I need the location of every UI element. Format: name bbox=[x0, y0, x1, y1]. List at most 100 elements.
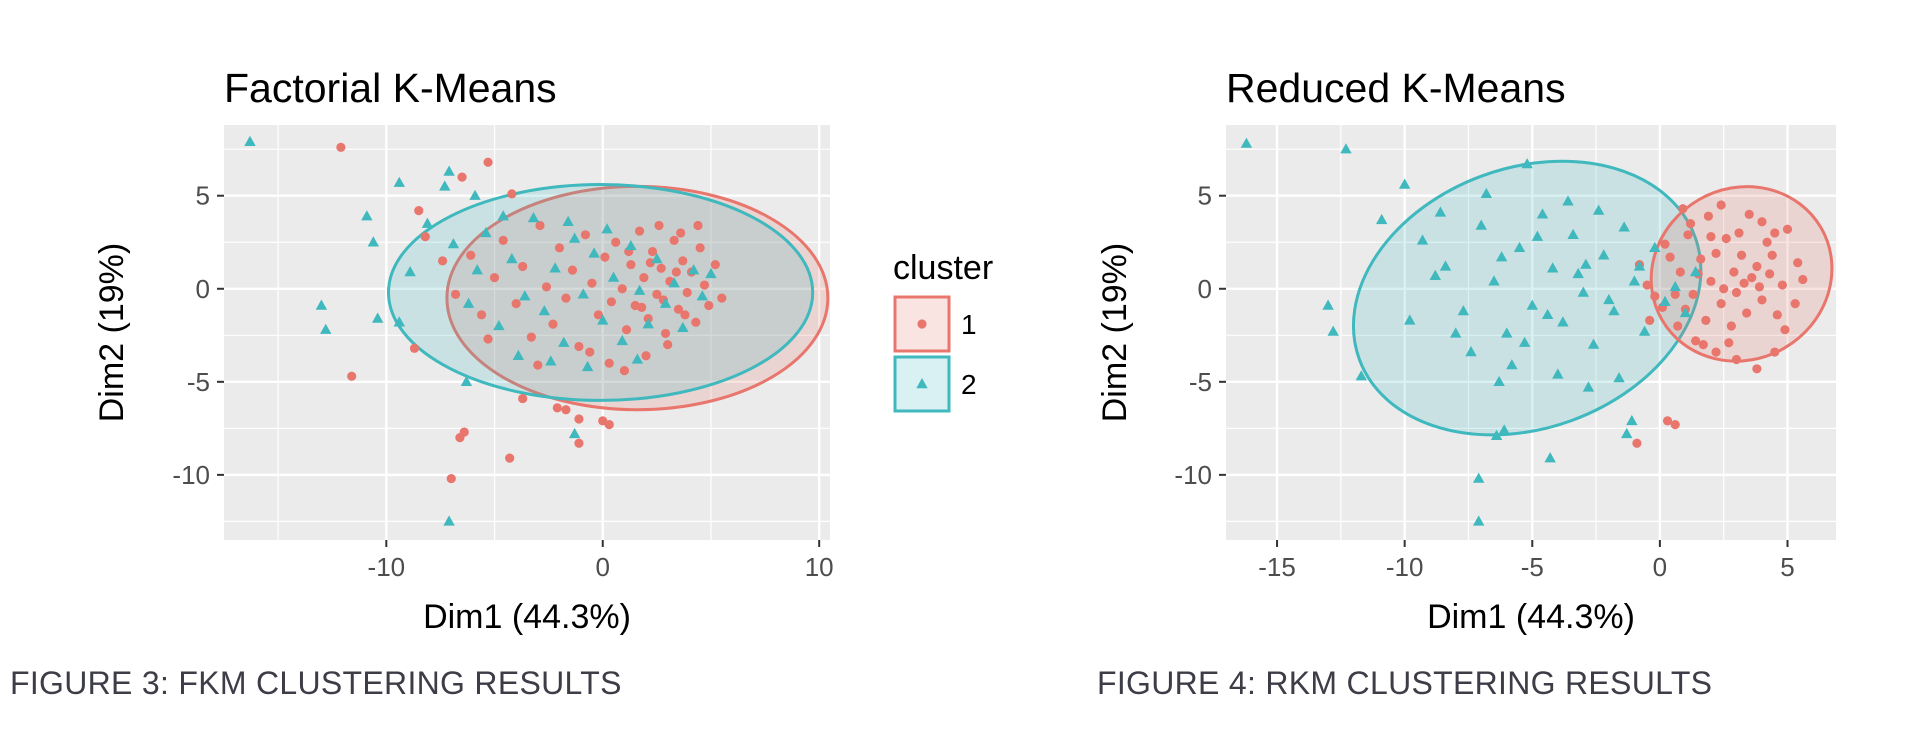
x-tick-label: -10 bbox=[1386, 552, 1424, 582]
cluster-1-point bbox=[617, 284, 627, 294]
cluster-2-point bbox=[642, 318, 654, 329]
cluster-1-point bbox=[1678, 204, 1688, 214]
cluster-2-ellipse bbox=[386, 183, 815, 402]
cluster-2-ellipse bbox=[1351, 159, 1703, 437]
cluster-1-point bbox=[695, 243, 705, 253]
cluster-2-point bbox=[493, 319, 505, 331]
cluster-2-point bbox=[1404, 314, 1416, 325]
cluster-2-point bbox=[361, 210, 373, 221]
x-axis-label: Dim1 (44.3%) bbox=[1427, 598, 1635, 636]
cluster-2-point bbox=[393, 316, 406, 327]
cluster-1-point bbox=[561, 405, 571, 415]
y-tick-label: 5 bbox=[196, 181, 210, 211]
cluster-2-point bbox=[519, 290, 531, 301]
cluster-1-point bbox=[1757, 217, 1767, 227]
cluster-1-point bbox=[437, 256, 448, 266]
cluster-2-point bbox=[1521, 158, 1533, 169]
cluster-1-point bbox=[574, 438, 584, 448]
cluster-1-point bbox=[1744, 209, 1754, 219]
cluster-2-point bbox=[1429, 269, 1441, 280]
cluster-1-point bbox=[518, 261, 528, 272]
cluster-2-point bbox=[1567, 228, 1579, 239]
legend-label-2: 2 bbox=[961, 369, 977, 400]
cluster-2-point bbox=[1506, 359, 1518, 370]
cluster-2-point bbox=[568, 427, 581, 439]
cluster-1-point bbox=[1752, 364, 1762, 374]
cluster-2-point bbox=[1621, 427, 1633, 439]
cluster-2-point bbox=[1416, 234, 1429, 245]
cluster-1-point bbox=[1650, 291, 1660, 301]
cluster-1-point bbox=[1777, 280, 1788, 290]
cluster-2-point bbox=[439, 180, 451, 191]
cluster-1-point bbox=[1706, 276, 1716, 286]
cluster-1-point bbox=[1726, 321, 1736, 331]
cluster-2-point bbox=[244, 135, 256, 146]
cluster-1-point bbox=[1770, 347, 1780, 357]
cluster-1-point bbox=[409, 343, 420, 353]
cluster-2-point bbox=[1669, 280, 1681, 292]
cluster-2-point bbox=[421, 217, 434, 228]
cluster-2-point bbox=[1526, 299, 1538, 310]
cluster-2-point bbox=[447, 238, 460, 249]
cluster-2-point bbox=[1518, 336, 1531, 347]
cluster-2-point bbox=[471, 264, 483, 275]
cluster-1-point bbox=[1716, 299, 1726, 309]
x-tick-label: 5 bbox=[1780, 552, 1794, 582]
cluster-2-point bbox=[1659, 295, 1671, 306]
cluster-2-point bbox=[1598, 249, 1610, 260]
cluster-2-point bbox=[371, 312, 384, 323]
cluster-1-point bbox=[1701, 315, 1711, 326]
cluster-1-point bbox=[1660, 239, 1670, 249]
cluster-2-point bbox=[1613, 372, 1625, 383]
y-tick-label: -10 bbox=[172, 460, 210, 490]
cluster-1-point bbox=[1731, 287, 1742, 298]
cluster-1-point bbox=[645, 258, 655, 268]
cluster-1-point bbox=[1662, 416, 1673, 426]
cluster-1-point bbox=[483, 334, 493, 344]
cluster-1-point bbox=[678, 256, 688, 266]
cluster-1-point bbox=[587, 278, 597, 288]
cluster-1-point bbox=[1729, 267, 1739, 277]
cluster-1-point bbox=[574, 341, 584, 352]
cluster-2-point bbox=[320, 323, 332, 334]
y-axis-label: Dim2 (19%) bbox=[93, 243, 131, 422]
cluster-2-point bbox=[1472, 472, 1485, 483]
cluster-2-point bbox=[1240, 137, 1253, 148]
cluster-1-point bbox=[535, 220, 545, 231]
cluster-1-point bbox=[1770, 228, 1780, 238]
cluster-1-point bbox=[1670, 420, 1680, 430]
cluster-1-point bbox=[671, 267, 681, 277]
cluster-1-point bbox=[498, 235, 508, 245]
y-tick-label: 5 bbox=[1198, 181, 1212, 211]
cluster-2-point bbox=[1513, 241, 1526, 253]
cluster-1-point bbox=[656, 263, 666, 273]
cluster-2-point bbox=[1457, 305, 1470, 316]
cluster-1-point bbox=[347, 371, 357, 381]
cluster-2-point bbox=[1603, 293, 1615, 305]
cluster-2-point bbox=[506, 252, 518, 264]
cluster-2-point bbox=[581, 360, 594, 372]
x-tick-label: -5 bbox=[1521, 552, 1544, 582]
cluster-2-point bbox=[1544, 452, 1556, 463]
cluster-1-point bbox=[1698, 339, 1708, 350]
cluster-1-point bbox=[1645, 315, 1655, 326]
cluster-2-point bbox=[497, 210, 509, 221]
cluster-1-point bbox=[1691, 336, 1701, 346]
cluster-2-point bbox=[1546, 262, 1559, 273]
cluster-2-point bbox=[404, 266, 416, 277]
cluster-2-point bbox=[1679, 306, 1692, 318]
cluster-1-point bbox=[621, 325, 632, 335]
cluster-2-point bbox=[545, 355, 557, 366]
cluster-2-point bbox=[588, 247, 600, 258]
cluster-1-point bbox=[548, 319, 558, 329]
cluster-2-point bbox=[1582, 381, 1595, 392]
cluster-2-point bbox=[469, 189, 481, 200]
legend-marker-2 bbox=[916, 378, 928, 389]
x-tick-label: 0 bbox=[596, 552, 610, 582]
cluster-2-point bbox=[443, 515, 455, 526]
cluster-1-point bbox=[691, 317, 701, 327]
cluster-1-point bbox=[511, 299, 521, 309]
cluster-1-point bbox=[641, 351, 651, 361]
cluster-2-point bbox=[562, 215, 574, 226]
cluster-1-point bbox=[663, 339, 673, 350]
